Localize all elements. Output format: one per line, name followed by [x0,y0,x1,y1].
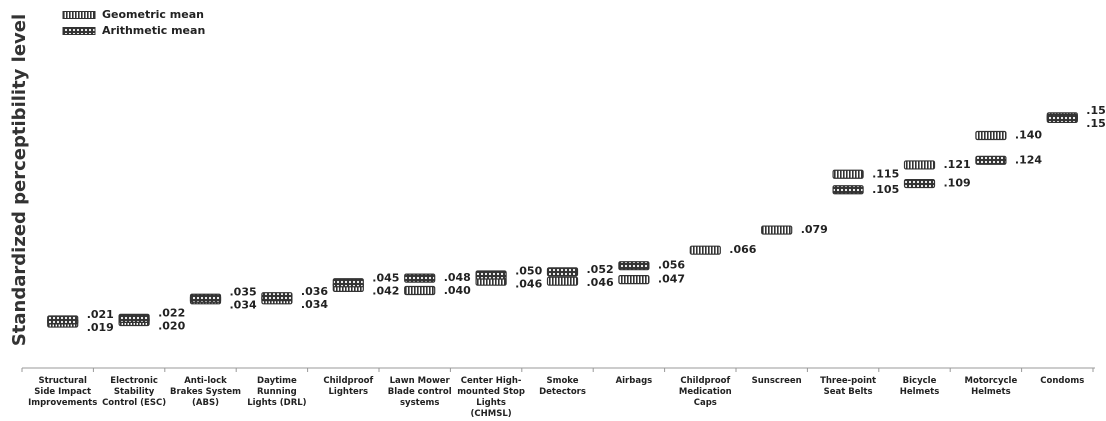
x-tick-label: Center High-mounted Stop Lights (CHMSL) [457,376,525,419]
x-tick-label: Smoke Detectors [539,376,586,397]
x-tick-label: Condoms [1040,376,1085,386]
x-tick-label: Sunscreen [751,376,802,386]
marker [903,178,936,189]
x-tick-label: Three-point Seat Belts [820,376,877,397]
marker [546,267,579,277]
value-label: .121 [944,158,971,171]
legend-label: Geometric mean [102,8,204,21]
value-label: .035 [230,286,257,299]
value-label: .140 [1015,129,1042,142]
value-label: .056 [658,259,685,272]
marker [832,185,864,195]
value-label: .151 [1086,117,1106,130]
marker [689,245,721,255]
x-tick-label: Bicycle Helmets [899,376,940,397]
value-label: .042 [372,285,399,298]
marker [332,278,364,288]
marker [475,270,507,280]
value-label: .047 [658,273,685,286]
value-label: .022 [158,306,185,319]
legend-swatch [62,27,96,35]
legend-swatch [62,11,96,19]
value-label: .020 [158,319,185,332]
marker [47,315,79,325]
x-tick-label: Motorcycle Helmets [964,376,1018,397]
marker [618,275,650,285]
value-label: .105 [872,183,899,196]
value-label: .019 [87,321,114,334]
value-label: .066 [729,243,756,256]
value-label: .046 [587,276,614,289]
marker [832,169,864,179]
value-label: .021 [87,308,114,321]
value-label: .040 [444,284,471,297]
marker [975,130,1007,141]
value-label: .079 [801,223,828,236]
x-tick-label: Childproof Lighters [323,376,374,397]
x-tick-label: Lawn Mower Blade control systems [387,376,452,408]
y-axis-label: Standardized perceptibility level [9,14,30,346]
marker [546,276,579,286]
x-tick-label: Structural Side Impact Improvements [28,376,98,408]
marker [404,273,436,283]
value-label: .124 [1015,153,1042,166]
marker [189,293,222,303]
value-label: .048 [444,271,471,284]
x-tick-label: Anti-lock Brakes System (ABS) [169,376,242,408]
marker [261,292,293,302]
value-label: .115 [872,167,899,180]
value-label: .036 [301,285,328,298]
value-label: .109 [944,177,971,190]
value-label: .052 [587,263,614,276]
value-label: .152 [1086,104,1106,117]
x-tick-label: Electronic Stability Control (ESC) [102,376,167,408]
marker [404,285,436,296]
x-tick-label: Daytime Running Lights (DRL) [247,376,307,408]
marker [975,155,1007,165]
x-tick-label: Airbags [615,376,653,386]
value-label: .034 [230,299,257,312]
legend-label: Arithmetic mean [102,24,205,37]
x-tick-label: Childproof Medication Caps [678,376,732,408]
marker [1046,113,1078,124]
marker [903,160,936,170]
marker [618,261,650,271]
value-label: .045 [372,272,399,285]
value-label: .034 [301,298,328,311]
marker [761,225,793,235]
marker [118,313,150,323]
value-label: .046 [515,278,542,291]
value-label: .050 [515,265,542,278]
